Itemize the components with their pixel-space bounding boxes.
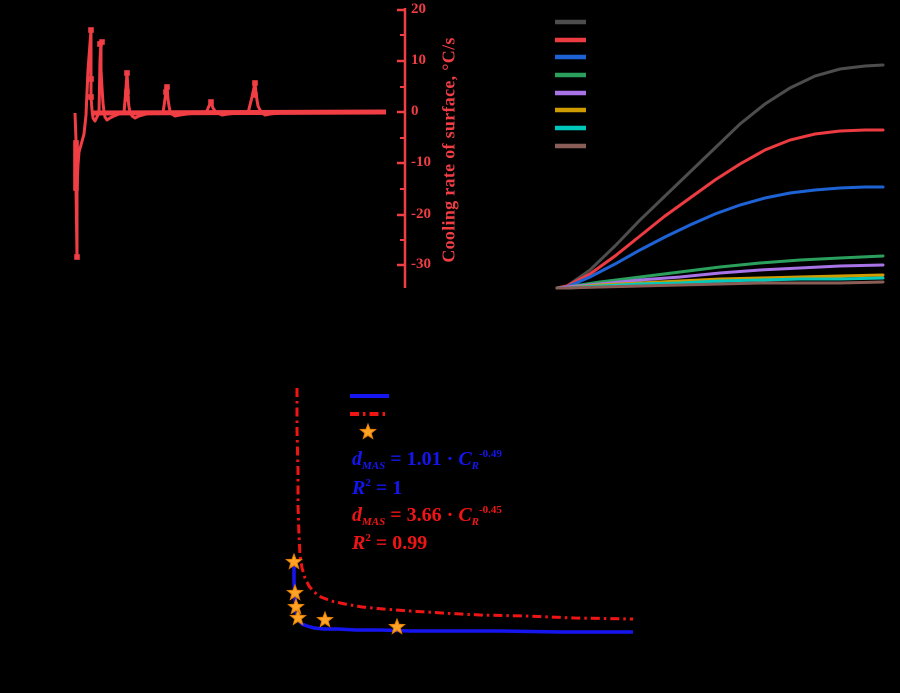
curve-blue [555, 185, 885, 290]
cooling-rate-marker [73, 170, 79, 176]
cooling-rate-baseline-band [91, 109, 387, 116]
legend-star [359, 422, 377, 440]
eq-subscript: MAS [362, 516, 386, 528]
cooling-rate-marker [73, 140, 79, 146]
eq-variable: R [352, 477, 366, 499]
cooling-rate-marker [252, 80, 258, 86]
cooling-rate-marker [208, 99, 214, 105]
eq-value: = 0.99 [370, 532, 428, 554]
cooling-rate-marker [88, 94, 94, 100]
eq-coefficient: = 3.66 · [385, 504, 459, 526]
cooling-rate-marker [73, 160, 79, 166]
r-squared-blue: R2 = 1 [352, 477, 403, 499]
y2-tick-label: 10 [411, 52, 426, 68]
cooling-rate-marker [164, 84, 170, 90]
y2-tick-label: 0 [411, 103, 419, 119]
cooling-rate-marker [88, 76, 94, 82]
fit-equation-blue: dMAS = 1.01 · CR-0.49 [352, 449, 502, 472]
eq-subscript: MAS [362, 460, 386, 472]
eq-base-subscript: R [471, 516, 480, 528]
cooling-rate-marker [73, 185, 79, 191]
data-point-star [286, 583, 304, 601]
cooling-rate-marker [73, 165, 79, 171]
fit-red-dashdot [295, 388, 634, 621]
cooling-rate-marker [163, 89, 169, 95]
curve-gray [555, 63, 885, 290]
eq-base: C [458, 448, 472, 470]
data-point-star [316, 610, 334, 628]
y2-tick-label: 20 [411, 1, 426, 17]
cooling-rate-marker [73, 180, 79, 186]
eq-base: C [458, 504, 472, 526]
cooling-rate-marker [124, 96, 130, 102]
eq-exponent: -0.45 [479, 504, 502, 516]
cooling-rate-marker [73, 175, 79, 181]
cooling-rate-marker [88, 27, 94, 33]
fit-blue-solid [292, 561, 633, 634]
cooling-rate-marker [124, 70, 130, 76]
cooling-rate-marker [73, 150, 79, 156]
eq-exponent: 2 [365, 477, 371, 489]
cooling-rate-marker [252, 92, 258, 98]
cooling-rate-marker [73, 155, 79, 161]
data-point-star [287, 597, 305, 615]
r-squared-red: R2 = 0.99 [352, 532, 428, 554]
cooling-rate-marker [99, 39, 105, 45]
y2-tick-label: -30 [411, 256, 431, 272]
eq-variable: R [352, 532, 366, 554]
eq-exponent: 2 [365, 532, 371, 544]
eq-exponent: -0.49 [479, 448, 502, 460]
eq-coefficient: = 1.01 · [385, 448, 459, 470]
y2-tick-label: -20 [411, 206, 431, 222]
cooling-rate-marker [124, 89, 130, 95]
eq-base-subscript: R [471, 460, 480, 472]
cooling-rate-axis-title: Cooling rate of surface, °C/s [438, 37, 459, 263]
fit-equation-red: dMAS = 3.66 · CR-0.45 [352, 505, 502, 528]
cooling-rate-curve [73, 28, 386, 259]
curve-red [555, 128, 885, 290]
eq-variable: d [352, 504, 362, 526]
data-point-star [285, 552, 303, 570]
eq-value: = 1 [370, 477, 403, 499]
cooling-rate-marker [74, 254, 80, 260]
cooling-rate-marker [73, 145, 79, 151]
curve-brown [555, 280, 885, 290]
data-point-star [388, 617, 406, 635]
data-point-star [289, 608, 307, 626]
eq-variable: d [352, 448, 362, 470]
y2-tick-label: -10 [411, 154, 431, 170]
